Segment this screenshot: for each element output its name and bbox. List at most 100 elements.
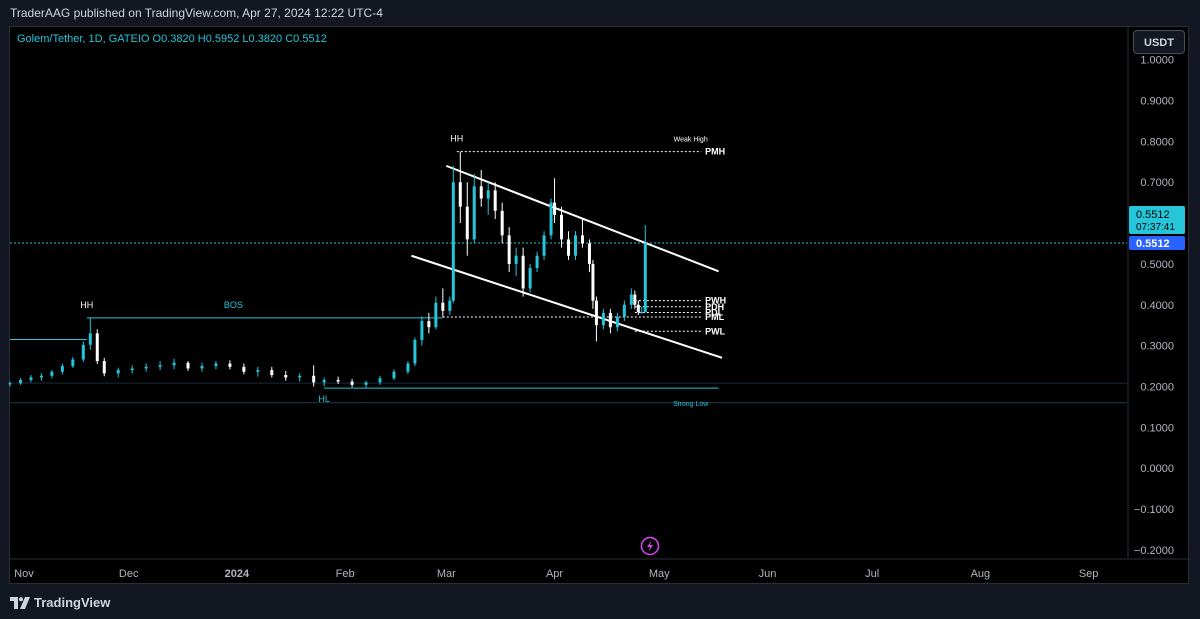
candle — [514, 247, 518, 277]
candle — [228, 360, 232, 370]
candle — [507, 227, 511, 273]
candle-body — [284, 375, 288, 378]
candle-body — [458, 182, 462, 207]
candle — [116, 367, 120, 378]
candle-body — [256, 370, 260, 372]
candle-body — [214, 363, 218, 367]
candle-body — [95, 333, 99, 362]
candle-body — [406, 363, 410, 372]
candle-body — [633, 294, 637, 305]
candle — [81, 341, 85, 362]
last-price-text: 0.5512 — [1136, 209, 1170, 221]
x-tick-label: Apr — [546, 568, 563, 580]
candle-body — [500, 210, 504, 236]
candle-body — [420, 321, 424, 340]
candle — [336, 376, 340, 384]
level-label-pwh: PWH — [705, 296, 726, 306]
candle-body — [392, 371, 396, 379]
candle-body — [158, 365, 162, 367]
candle — [298, 373, 302, 382]
candle-body — [228, 363, 232, 367]
candle-body — [242, 366, 246, 372]
candle-body — [573, 235, 577, 256]
candle-body — [102, 361, 106, 374]
candle-body — [567, 239, 570, 256]
candle-body — [493, 190, 497, 211]
candle-body — [186, 362, 190, 369]
candle-body — [350, 381, 354, 385]
y-tick-label: 0.1000 — [1140, 422, 1174, 434]
symbol-legend: Golem/Tether, 1D, GATEIO O0.3820 H0.5952… — [17, 33, 327, 45]
level-label-pdh: PDH — [705, 302, 724, 312]
x-axis: Nov Dec 2024 Feb Mar Apr May Jun Jul Aug Sep — [14, 568, 1098, 580]
publisher-text: TraderAAG published on TradingView.com, … — [10, 6, 383, 20]
candle — [458, 151, 462, 224]
candle-body — [601, 312, 605, 326]
countdown-text: 07:37:41 — [1136, 222, 1175, 233]
chart-frame[interactable] — [9, 26, 1189, 584]
candle-body — [514, 255, 518, 264]
candle — [322, 377, 326, 387]
candle — [29, 375, 33, 383]
candle — [629, 288, 633, 309]
x-tick-label: 2024 — [225, 568, 250, 580]
candle-body — [591, 263, 595, 301]
candle-body — [364, 382, 368, 385]
candle — [636, 300, 640, 315]
candle — [71, 357, 75, 369]
candle — [441, 288, 445, 318]
y-tick-label: −0.2000 — [1134, 545, 1174, 557]
candle — [615, 312, 619, 332]
y-tick-label: 0.9000 — [1140, 96, 1174, 108]
publisher-bar: TraderAAG published on TradingView.com, … — [0, 0, 1200, 26]
candle — [413, 337, 417, 367]
footer-bar — [0, 586, 1200, 619]
candle — [214, 361, 218, 370]
candle — [567, 231, 570, 260]
y-tick-label: 0.3000 — [1140, 341, 1174, 353]
candle-body — [479, 186, 483, 199]
candle — [560, 206, 564, 248]
channel-upper-line[interactable] — [445, 164, 719, 273]
candle — [60, 363, 64, 375]
currency-button[interactable]: USDT — [1133, 30, 1185, 54]
y-axis: 1.00000.90000.80000.70000.60000.50000.40… — [1134, 55, 1174, 557]
level-label-pml: PML — [705, 312, 725, 322]
last-price-marker-text: 0.5512 — [1136, 238, 1170, 250]
candle — [312, 365, 316, 387]
tradingview-logo-icon — [10, 596, 30, 609]
candle — [542, 231, 546, 260]
candle-body — [413, 339, 417, 364]
candle-body — [465, 206, 469, 240]
candle — [270, 366, 274, 378]
candle — [427, 312, 431, 334]
candle — [622, 300, 626, 322]
x-tick-label: Mar — [437, 568, 456, 580]
y-tick-label: 0.4000 — [1140, 300, 1174, 312]
annotation-strong-low: Strong Low — [673, 401, 709, 408]
candle — [284, 370, 288, 381]
candle-body — [587, 243, 591, 264]
annotations-layer: HH HH BOS HL Weak High Strong Low — [80, 134, 709, 408]
candle-body — [580, 235, 584, 244]
tradingview-wordmark: TradingView — [34, 595, 111, 610]
y-tick-label: 0.8000 — [1140, 136, 1174, 148]
y-tick-label: 1.0000 — [1140, 55, 1174, 67]
candle — [158, 361, 162, 371]
lightning-icon[interactable] — [640, 536, 660, 556]
channel-lower-line[interactable] — [411, 254, 723, 359]
candle-body — [378, 378, 382, 383]
candle — [608, 308, 612, 334]
candle — [633, 290, 637, 309]
candle — [406, 361, 410, 375]
candle-body — [594, 300, 598, 326]
candle — [553, 178, 557, 224]
annotation-bos: BOS — [224, 300, 243, 310]
candle-body — [270, 370, 274, 376]
candles-layer — [8, 151, 647, 389]
candle-body — [535, 255, 539, 268]
candle-body — [608, 312, 612, 328]
annotation-weak-high: Weak High — [674, 137, 708, 144]
